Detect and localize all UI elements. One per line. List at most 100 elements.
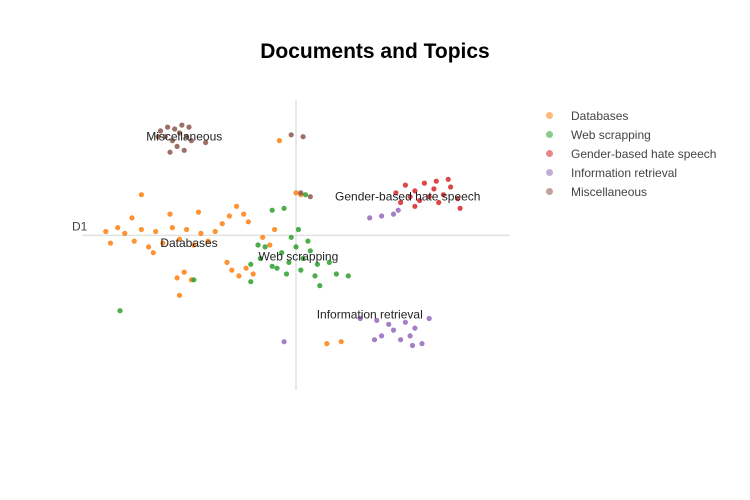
point-3-15 [379, 213, 385, 219]
legend-item-0[interactable]: Databases [542, 106, 716, 125]
point-0-22 [243, 265, 249, 271]
point-0-17 [234, 203, 240, 209]
point-3-14 [390, 211, 397, 217]
point-0-2 [122, 230, 128, 236]
cluster-label-0: Databases [160, 236, 217, 250]
legend-label: Web scrapping [571, 127, 651, 142]
point-2-9 [426, 194, 432, 200]
point-2-16 [412, 203, 418, 209]
point-3-7 [419, 341, 425, 347]
point-1-9 [283, 271, 290, 277]
point-3-16 [367, 215, 373, 221]
point-4-17 [298, 190, 304, 196]
point-3-4 [398, 337, 404, 343]
point-0-21 [236, 273, 242, 279]
point-3-10 [371, 337, 378, 343]
point-0-30 [150, 250, 156, 256]
legend-marker [546, 188, 553, 195]
point-0-1 [115, 225, 121, 231]
point-1-4 [293, 244, 299, 250]
point-4-14 [203, 139, 209, 146]
point-2-0 [393, 190, 399, 196]
point-4-5 [169, 138, 175, 144]
point-0-16 [226, 213, 232, 219]
point-4-18 [307, 194, 313, 200]
point-1-2 [279, 250, 285, 256]
point-3-11 [409, 342, 416, 349]
point-0-35 [293, 190, 299, 196]
point-1-15 [326, 259, 332, 265]
point-3-8 [402, 319, 408, 325]
point-4-11 [188, 138, 194, 144]
point-4-15 [288, 132, 294, 138]
point-4-13 [186, 124, 192, 130]
point-4-8 [174, 143, 180, 149]
point-0-4 [138, 226, 144, 233]
point-0-24 [174, 275, 180, 281]
point-3-6 [412, 325, 418, 331]
point-0-40 [224, 259, 230, 265]
point-2-11 [407, 194, 413, 200]
point-2-15 [398, 199, 404, 206]
legend-label: Miscellaneous [571, 184, 648, 199]
legend-label: Databases [571, 108, 629, 123]
point-1-17 [345, 273, 351, 279]
point-3-17 [395, 207, 401, 213]
point-0-25 [181, 269, 187, 275]
point-0-31 [129, 215, 135, 221]
point-0-37 [276, 138, 282, 144]
point-2-13 [433, 178, 439, 184]
point-3-12 [426, 315, 432, 322]
point-0-10 [184, 226, 190, 233]
point-4-2 [172, 126, 178, 132]
point-4-6 [176, 130, 183, 136]
legend-marker [546, 169, 553, 176]
point-4-12 [155, 134, 161, 140]
legend-item-4[interactable]: Miscellaneous [542, 182, 716, 201]
point-3-0 [357, 315, 363, 322]
point-0-9 [176, 236, 183, 242]
legend-marker [546, 150, 553, 157]
point-1-16 [333, 271, 339, 277]
point-1-24 [248, 279, 254, 285]
point-2-1 [402, 182, 408, 188]
point-3-13 [281, 339, 287, 345]
point-4-10 [167, 149, 173, 155]
legend-label: Gender-based hate speech [571, 146, 717, 161]
point-2-14 [457, 205, 463, 211]
point-4-1 [165, 124, 171, 130]
point-4-9 [181, 147, 187, 153]
point-1-22 [302, 192, 309, 198]
cluster-label-4: Miscellaneous [146, 130, 222, 144]
point-0-8 [169, 225, 175, 231]
point-1-10 [274, 265, 280, 271]
point-0-11 [191, 242, 197, 248]
point-2-10 [436, 199, 442, 206]
legend-item-1[interactable]: Web scrapping [542, 125, 716, 144]
chart-title: Documents and Topics [260, 40, 490, 63]
point-4-0 [157, 128, 164, 134]
point-3-5 [407, 333, 413, 339]
point-0-19 [245, 219, 251, 225]
point-0-23 [250, 271, 256, 277]
point-4-3 [179, 122, 185, 128]
point-1-12 [288, 234, 294, 240]
point-0-29 [267, 242, 273, 248]
legend-item-3[interactable]: Information retrieval [542, 163, 716, 182]
point-1-20 [269, 207, 275, 213]
point-1-25 [317, 283, 323, 289]
point-4-7 [184, 134, 190, 140]
point-2-6 [448, 184, 454, 190]
point-0-0 [103, 228, 109, 235]
point-0-12 [198, 230, 204, 236]
point-1-11 [305, 238, 311, 244]
point-1-19 [295, 226, 301, 233]
legend-item-2[interactable]: Gender-based hate speech [542, 144, 716, 163]
x-axis-label: D1 [72, 219, 88, 233]
points-layer [103, 122, 463, 349]
point-2-2 [412, 188, 418, 194]
point-1-8 [298, 267, 304, 273]
cluster-label-3: Information retrieval [317, 307, 423, 321]
point-0-7 [160, 240, 166, 246]
